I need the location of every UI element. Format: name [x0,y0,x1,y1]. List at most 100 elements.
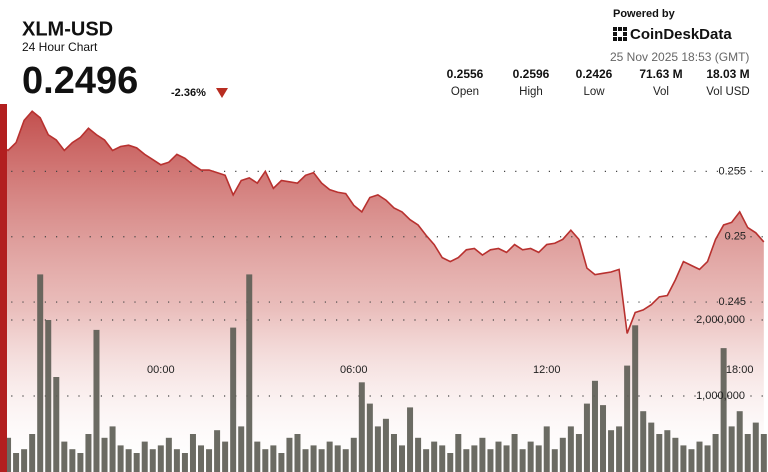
volume-bar [696,441,703,472]
volume-bar [640,411,647,472]
line-layer [0,110,765,334]
volume-bar [294,434,301,472]
volume-bar [583,403,590,472]
volume-bar [173,449,180,472]
volume-bar [230,327,237,472]
volume-bar [559,437,566,472]
price-area [0,111,764,472]
volume-bar [270,445,277,472]
stat-value: 71.63 M [639,67,682,81]
volume-bar [728,426,735,472]
left-edge-bar [0,104,7,472]
volume-bar [133,453,140,472]
stat-label: Open [451,86,479,98]
y2-tick-label: 1,000,000 [696,390,745,402]
plot-area: 0.245 0.25 0.255 1,000,000 2,000,000 00:00 06:… [0,110,768,472]
y-tick-label: 0.255 [718,165,746,177]
volume-bar [214,430,221,472]
volume-bar [198,445,205,472]
volume-bar [206,449,213,472]
volume-bar [278,453,285,472]
volume-bar [608,430,615,472]
volume-bar [45,320,52,472]
volume-bar [302,449,309,472]
x-tick-label: 00:00 [147,364,175,376]
volume-bar [591,380,598,472]
volume-bar [286,437,293,472]
timestamp: 25 Nov 2025 18:53 (GMT) [610,50,749,64]
volume-bar [463,449,470,472]
volume-bar [760,434,767,472]
volume-bar [616,426,623,472]
volume-bar [664,430,671,472]
volume-bar [310,445,317,472]
volume-bar [575,434,582,472]
volume-bar [535,445,542,472]
change: -2.36% [171,87,206,99]
stat-label: High [519,86,543,98]
volume-bar [736,411,743,472]
volume-bar [712,434,719,472]
volume-bar [455,434,462,472]
volume-bar [672,437,679,472]
volume-bar [752,422,759,472]
volume-bar [519,449,526,472]
volume-bar [543,426,550,472]
volume-bar [567,426,574,472]
volume-bar [254,441,261,472]
volume-bar [5,437,12,472]
stats: 0.2556 Open 0.2596 High 0.2426 Low 71.63… [447,67,750,98]
volume-bar [246,274,253,472]
volume-bar [262,449,269,472]
volume-bar [342,449,349,472]
stat-value: 0.2596 [513,67,550,81]
volume-bar [326,441,333,472]
volume-bar [101,437,108,472]
volume-bar [511,434,518,472]
volume-bar [656,434,663,472]
volume-bar [487,449,494,472]
x-tick-label: 18:00 [726,364,754,376]
volume-bar [503,445,510,472]
stat-label: Vol [653,86,669,98]
subtitle: 24 Hour Chart [22,40,98,54]
x-tick-label: 12:00 [533,364,561,376]
stat-value: 18.03 M [706,67,749,81]
stat-label: Vol USD [706,86,749,98]
volume-bar [720,348,727,472]
volume-bar [632,325,639,472]
powered-by: Powered by [613,8,676,20]
area-layer [0,111,764,472]
volume-bar [399,445,406,472]
volume-bar [69,449,76,472]
price: 0.2496 [22,60,138,102]
price-line [0,110,765,334]
volume-bar [439,445,446,472]
volume-bar [447,453,454,472]
brand: CoinDeskData [630,26,732,43]
stat-label: Low [583,86,605,98]
volume-bar [704,445,711,472]
volume-bar [238,426,245,472]
volume-bar [117,445,124,472]
brand-logo [613,27,627,41]
down-arrow [216,88,228,98]
symbol: XLM-USD [22,18,113,40]
tick-layer: 0.245 0.25 0.255 1,000,000 2,000,000 00:00 06:… [147,165,753,402]
volume-bar [648,422,655,472]
volume-bar [141,441,148,472]
volume-bar [382,418,389,472]
y-tick-label: 0.25 [725,231,746,243]
volume-bar [495,441,502,472]
volume-bar [77,453,84,472]
volume-bar [318,449,325,472]
volume-bar [358,382,365,472]
volume-bar [471,445,478,472]
volume-bar [157,445,164,472]
volume-bar [366,403,373,472]
volume-bar [600,405,607,472]
stat-value: 0.2556 [447,67,484,81]
volume-layer [0,274,767,472]
volume-bar [407,407,414,472]
volume-bar [479,437,486,472]
